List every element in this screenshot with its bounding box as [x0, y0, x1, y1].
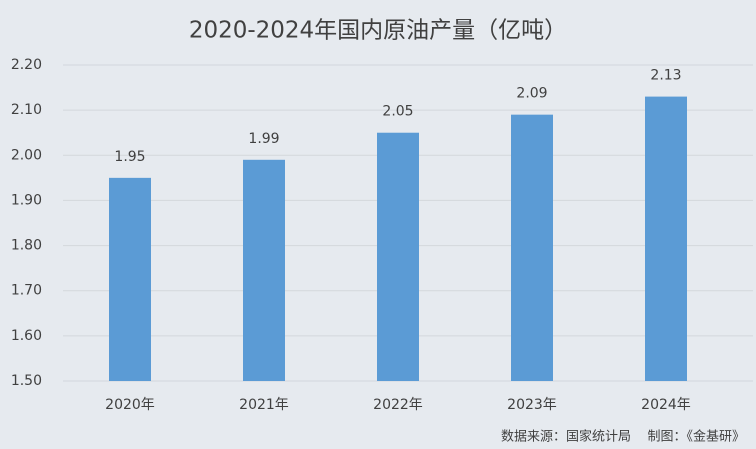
data-label: 2.09 [516, 86, 547, 102]
x-tick-label: 2024年 [641, 397, 691, 413]
bar [511, 114, 553, 382]
x-tick-label: 2020年 [105, 397, 155, 413]
bar [645, 96, 687, 381]
x-tick-label: 2021年 [239, 397, 289, 413]
y-tick-label: 1.90 [11, 192, 42, 208]
x-tick-label: 2023年 [507, 397, 557, 413]
bar [243, 159, 285, 381]
y-tick-label: 2.20 [11, 57, 42, 73]
y-tick-label: 1.50 [11, 373, 42, 389]
y-tick-label: 1.70 [11, 283, 42, 299]
x-tick-label: 2022年 [373, 397, 423, 413]
data-label: 1.99 [248, 131, 279, 147]
bar [109, 177, 151, 381]
y-tick-label: 1.60 [11, 328, 42, 344]
source-note: 数据来源：国家统计局 制图：《金基研》 [501, 429, 745, 445]
bar [377, 132, 419, 381]
data-label: 2.13 [650, 68, 681, 84]
data-label: 2.05 [382, 104, 413, 120]
y-tick-label: 2.10 [11, 102, 42, 118]
chart-title: 2020-2024年国内原油产量（亿吨） [189, 18, 567, 44]
data-label: 1.95 [114, 149, 145, 165]
y-tick-label: 1.80 [11, 238, 42, 254]
y-tick-label: 2.00 [11, 147, 42, 163]
